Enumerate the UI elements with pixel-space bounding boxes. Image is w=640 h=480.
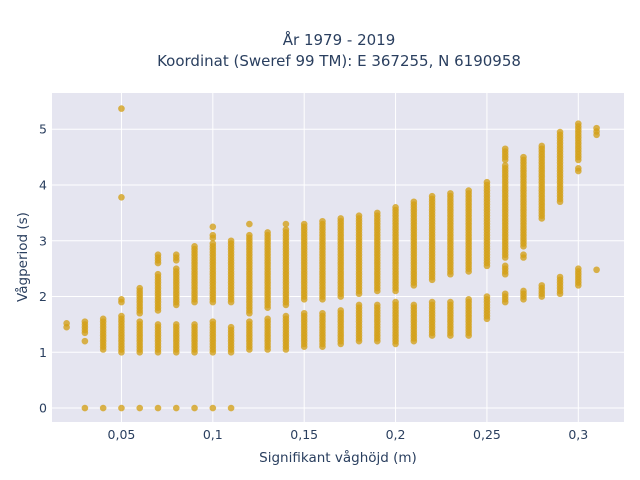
data-point: [337, 215, 345, 222]
data-point: [209, 240, 217, 247]
data-point: [538, 142, 546, 150]
data-point: [501, 290, 509, 298]
data-point: [136, 404, 144, 412]
data-point: [556, 128, 564, 136]
data-point: [227, 404, 235, 412]
data-point: [593, 124, 600, 132]
data-point: [118, 312, 125, 320]
data-point: [300, 220, 308, 228]
data-point: [81, 404, 89, 412]
data-point: [410, 198, 418, 206]
data-point: [392, 204, 399, 211]
data-point: [538, 282, 546, 289]
data-point: [246, 231, 253, 239]
y-axis-ticks: 0 1 2 3 4 5: [39, 122, 47, 416]
data-point: [355, 212, 363, 219]
data-point: [483, 178, 491, 186]
y-tick-label: 0: [39, 401, 47, 416]
data-point: [154, 251, 162, 259]
data-points: [63, 105, 600, 412]
data-point: [337, 307, 345, 314]
data-point: [191, 243, 198, 250]
data-point: [172, 265, 180, 272]
data-point: [520, 251, 527, 259]
data-point: [264, 315, 271, 323]
data-point: [428, 298, 436, 306]
data-point: [483, 293, 491, 300]
data-point: [355, 301, 363, 309]
x-tick-label: 0,15: [290, 427, 318, 442]
data-point: [465, 296, 472, 303]
y-axis-title: Vågperiod (s): [14, 212, 31, 302]
data-point: [172, 404, 180, 412]
data-point: [282, 312, 290, 320]
y-tick-label: 2: [39, 289, 47, 304]
data-point: [227, 237, 235, 245]
data-point: [118, 105, 125, 112]
data-point: [246, 318, 253, 325]
y-tick-label: 3: [39, 233, 47, 248]
data-point: [136, 284, 144, 292]
data-point: [575, 265, 582, 272]
x-axis-title: Signifikant våghöjd (m): [259, 449, 417, 466]
data-point: [172, 321, 180, 328]
x-tick-label: 0,25: [473, 427, 501, 442]
x-tick-label: 0,05: [108, 427, 136, 442]
data-point: [191, 321, 198, 328]
data-point: [373, 301, 381, 309]
data-point: [154, 321, 162, 328]
data-point: [575, 120, 582, 127]
data-point: [81, 318, 89, 325]
data-point: [465, 187, 472, 194]
data-point: [282, 220, 290, 228]
data-point: [501, 162, 509, 169]
data-point: [81, 337, 89, 345]
data-point: [227, 323, 235, 331]
data-point: [501, 145, 509, 153]
y-tick-label: 5: [39, 122, 47, 137]
data-point: [373, 209, 381, 217]
x-tick-label: 0,2: [386, 427, 406, 442]
data-point: [447, 190, 454, 197]
data-point: [209, 318, 217, 325]
data-point: [63, 320, 70, 327]
data-point: [447, 298, 454, 306]
data-point: [300, 309, 308, 317]
chart-title-line-2: Koordinat (Sweref 99 TM): E 367255, N 61…: [157, 52, 521, 70]
data-point: [520, 287, 527, 295]
data-point: [593, 266, 600, 274]
data-point: [319, 217, 326, 225]
data-point: [154, 404, 162, 412]
data-point: [99, 315, 107, 323]
data-point: [118, 404, 125, 412]
data-point: [575, 164, 582, 172]
data-point: [264, 229, 271, 236]
data-point: [556, 273, 564, 281]
data-point: [209, 223, 217, 231]
data-point: [99, 404, 107, 412]
data-point: [191, 404, 198, 412]
data-point: [154, 270, 162, 278]
data-point: [209, 404, 217, 412]
data-point: [209, 231, 217, 239]
x-tick-label: 0,3: [568, 427, 588, 442]
data-point: [118, 193, 125, 201]
data-point: [319, 309, 326, 317]
x-tick-label: 0,1: [203, 427, 223, 442]
chart-title-line-1: År 1979 - 2019: [283, 30, 396, 49]
data-point: [520, 153, 527, 161]
data-point: [172, 251, 180, 259]
y-tick-label: 4: [39, 178, 47, 193]
data-point: [501, 262, 509, 270]
data-point: [392, 298, 399, 306]
data-point: [118, 296, 125, 303]
y-tick-label: 1: [39, 345, 47, 360]
data-point: [410, 301, 418, 309]
data-point: [246, 220, 253, 228]
data-point: [136, 318, 144, 325]
data-point: [428, 192, 436, 200]
x-axis-ticks: 0,05 0,1 0,15 0,2 0,25 0,3: [108, 427, 589, 442]
data-point: [282, 226, 290, 233]
